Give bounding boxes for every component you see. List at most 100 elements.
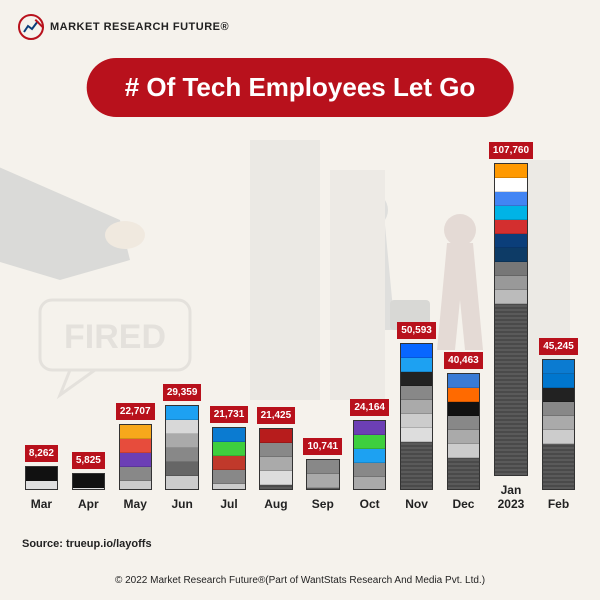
bar-category-label: Sep [312, 498, 334, 512]
brand-logo-icon [18, 14, 44, 40]
bar-value-label: 22,707 [116, 403, 155, 420]
company-logo-block [120, 425, 151, 439]
bar-col-7: 24,164 Oct [348, 142, 391, 512]
brand-name: MARKET RESEARCH FUTURE® [50, 21, 229, 33]
bar [447, 373, 480, 491]
company-logo-block [448, 374, 479, 388]
company-logo-block [166, 420, 197, 434]
bar-value-label: 29,359 [163, 384, 202, 401]
bar-col-9: 40,463 Dec [442, 142, 485, 512]
source-line: Source: trueup.io/layoffs [22, 538, 152, 550]
bar [306, 459, 339, 490]
company-logo-block [495, 164, 527, 178]
company-logo-block [120, 439, 151, 453]
bar [119, 424, 152, 490]
company-logo-block [543, 388, 574, 402]
bar-chart: 8,262 Mar 5,825 Apr 22,707 May 29,359 Jun 21,731… [20, 142, 580, 512]
company-logo-block [401, 344, 432, 358]
bar-category-label: Aug [264, 498, 287, 512]
bar-col-11: 45,245Feb [537, 142, 580, 512]
bar [165, 405, 198, 490]
bar-col-1: 5,825 Apr [67, 142, 110, 512]
bar-value-label: 40,463 [444, 352, 483, 369]
company-logo-block [354, 463, 385, 477]
bar [212, 427, 245, 490]
bar-value-label: 10,741 [303, 438, 342, 455]
bar-category-label: Mar [31, 498, 52, 512]
company-logo-block [354, 421, 385, 435]
company-logo-block [166, 434, 197, 448]
company-logo-block [401, 358, 432, 372]
company-logo-block [213, 470, 244, 484]
company-logo-block [26, 467, 57, 481]
company-logo-block [260, 429, 291, 443]
bar-value-label: 5,825 [72, 452, 105, 469]
bar-value-label: 24,164 [350, 399, 389, 416]
company-logo-block [495, 290, 527, 304]
bar [353, 420, 386, 490]
company-logo-block [543, 416, 574, 430]
company-logo-block [495, 234, 527, 248]
bar [72, 473, 105, 490]
company-logo-block [495, 220, 527, 234]
company-logo-block [448, 388, 479, 402]
company-logo-block [166, 448, 197, 462]
company-logo-block [495, 262, 527, 276]
bar-category-label: Jun [171, 498, 192, 512]
bar-value-label: 21,731 [210, 406, 249, 423]
bar-category-label: Dec [452, 498, 474, 512]
bar-value-label: 21,425 [257, 407, 296, 424]
company-logo-block [495, 276, 527, 290]
company-logo-block [401, 400, 432, 414]
bar-category-label: May [124, 498, 147, 512]
company-logo-block [401, 372, 432, 386]
company-logo-block [73, 488, 104, 490]
company-logo-block [401, 414, 432, 428]
company-logo-block [448, 416, 479, 430]
company-logo-block [120, 467, 151, 481]
company-logo-block [543, 402, 574, 416]
bar-value-label: 8,262 [25, 445, 58, 462]
company-logo-block [120, 453, 151, 467]
bar-col-8: 50,593 Nov [395, 142, 438, 512]
bar-col-3: 29,359 Jun [161, 142, 204, 512]
company-logo-block [166, 406, 197, 420]
bar-value-label: 45,245 [539, 338, 578, 355]
company-logo-block [213, 428, 244, 442]
company-logo-block [213, 456, 244, 470]
bar-col-4: 21,731 Jul [208, 142, 251, 512]
bar-col-6: 10,741 Sep [301, 142, 344, 512]
company-logo-block [448, 430, 479, 444]
company-logo-block [120, 481, 151, 490]
company-logo-block [448, 444, 479, 458]
brand-header: MARKET RESEARCH FUTURE® [18, 14, 229, 40]
company-logo-block [495, 248, 527, 262]
company-logo-block [543, 374, 574, 388]
bar-category-label: Jan2023 [498, 484, 525, 512]
company-logo-block [495, 178, 527, 192]
copyright-line: © 2022 Market Research Future®(Part of W… [0, 575, 600, 586]
bar-col-10: 107,760Jan2023 [489, 142, 533, 512]
company-logo-block [260, 443, 291, 457]
company-logo-block [543, 360, 574, 374]
company-logo-block [354, 435, 385, 449]
company-logo-block [166, 476, 197, 490]
chart-title: # Of Tech Employees Let Go [87, 58, 514, 117]
bar-category-label: Oct [360, 498, 380, 512]
company-logo-block [354, 449, 385, 463]
bar [494, 163, 528, 476]
bar [25, 466, 58, 490]
bar-category-label: Jul [220, 498, 237, 512]
company-logo-block [213, 442, 244, 456]
bar-category-label: Apr [78, 498, 99, 512]
bar-col-2: 22,707 May [114, 142, 157, 512]
bar-category-label: Nov [405, 498, 428, 512]
company-logo-block [401, 428, 432, 442]
bar [259, 428, 292, 490]
bar [400, 343, 433, 490]
company-logo-block [354, 477, 385, 490]
company-logo-block [260, 457, 291, 471]
bar-value-label: 50,593 [397, 322, 436, 339]
company-logo-block [307, 460, 338, 474]
company-logo-block [401, 386, 432, 400]
